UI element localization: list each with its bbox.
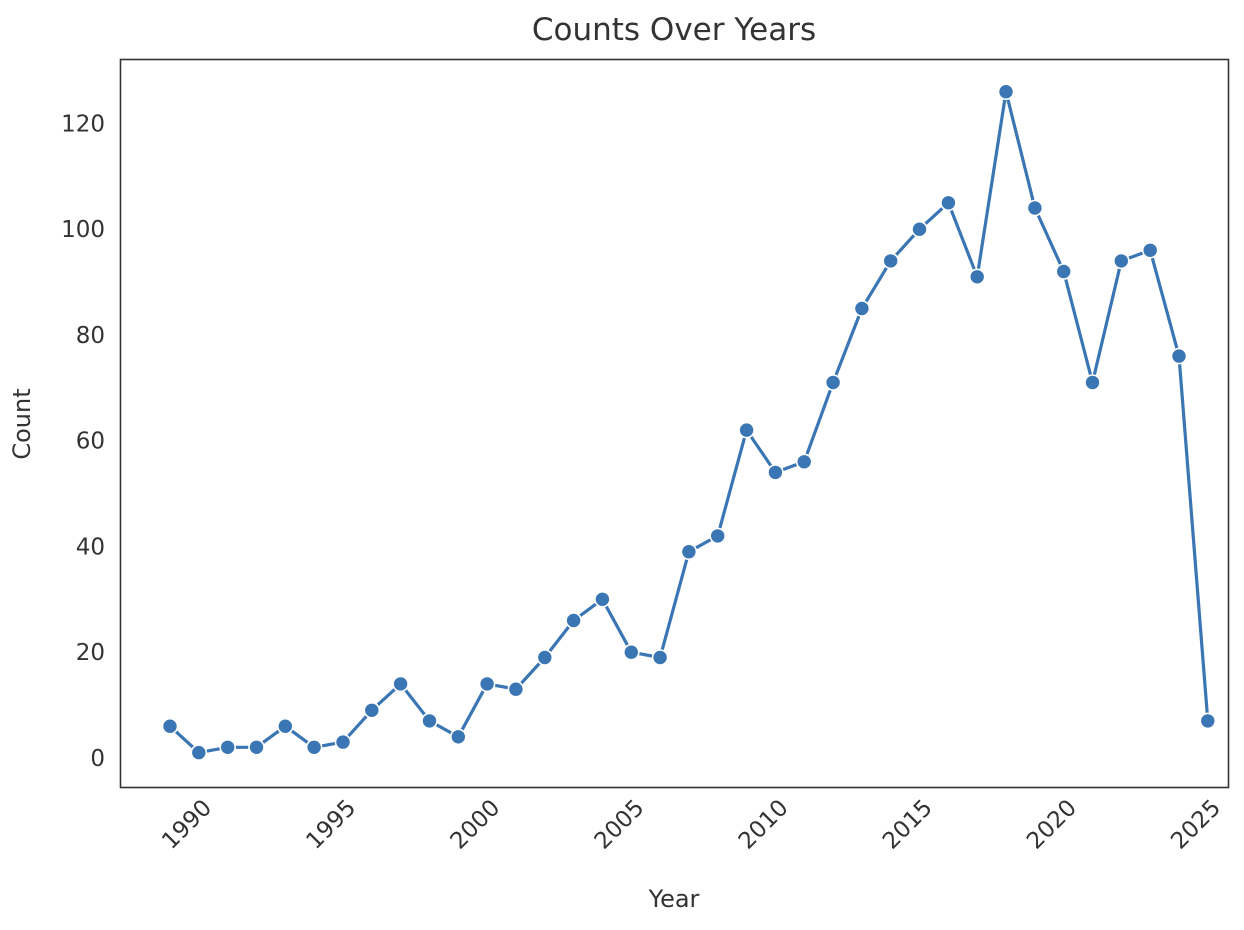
data-point bbox=[334, 733, 352, 751]
y-axis-label: Count bbox=[8, 388, 36, 459]
y-axis: 0 20 40 60 80 100 120 bbox=[61, 111, 105, 771]
data-point bbox=[767, 464, 784, 481]
x-tick-label: 2000 bbox=[446, 795, 506, 855]
data-point bbox=[1170, 347, 1188, 365]
data-point bbox=[622, 643, 640, 661]
y-tick-label: 120 bbox=[61, 111, 105, 137]
x-tick-label: 1990 bbox=[157, 795, 217, 855]
series-layer bbox=[161, 83, 1217, 761]
x-tick-label: 2010 bbox=[734, 795, 794, 855]
data-point bbox=[709, 527, 727, 545]
data-point bbox=[795, 453, 813, 471]
data-point bbox=[738, 421, 755, 439]
data-point bbox=[594, 590, 611, 608]
x-axis-label: Year bbox=[648, 885, 700, 913]
data-point bbox=[565, 612, 582, 629]
x-tick-label: 2015 bbox=[878, 795, 938, 855]
data-point bbox=[853, 300, 871, 317]
data-point bbox=[1026, 199, 1044, 217]
data-point bbox=[824, 374, 842, 391]
data-point bbox=[219, 738, 236, 756]
data-point bbox=[1199, 712, 1217, 730]
y-tick-label: 20 bbox=[76, 640, 105, 666]
data-point bbox=[882, 252, 900, 270]
data-point bbox=[940, 194, 957, 212]
y-tick-label: 40 bbox=[76, 534, 105, 560]
data-point bbox=[1141, 242, 1159, 259]
data-point bbox=[363, 701, 381, 719]
data-point bbox=[997, 83, 1015, 100]
plot-frame bbox=[119, 58, 1230, 789]
data-point bbox=[968, 268, 986, 286]
data-point bbox=[449, 728, 467, 746]
data-point bbox=[1055, 263, 1072, 280]
x-tick-label: 2025 bbox=[1166, 795, 1226, 855]
data-point bbox=[1084, 374, 1101, 391]
x-tick-label: 2005 bbox=[590, 795, 650, 855]
chart-title: Counts Over Years bbox=[532, 12, 816, 48]
data-point bbox=[1113, 252, 1130, 270]
data-point bbox=[248, 738, 265, 756]
data-point bbox=[507, 680, 525, 698]
data-point bbox=[651, 649, 669, 666]
data-point bbox=[276, 717, 294, 735]
data-point bbox=[478, 675, 496, 693]
series-line bbox=[168, 90, 1210, 755]
data-point bbox=[392, 675, 409, 693]
y-tick-label: 60 bbox=[76, 429, 105, 455]
y-tick-label: 0 bbox=[90, 746, 105, 772]
y-tick-label: 100 bbox=[61, 217, 105, 243]
data-point bbox=[536, 649, 554, 666]
x-tick-label: 1995 bbox=[301, 795, 361, 855]
data-point bbox=[305, 738, 323, 756]
x-tick-label: 2020 bbox=[1022, 795, 1082, 855]
data-point bbox=[911, 220, 928, 238]
data-point bbox=[161, 717, 179, 735]
data-point bbox=[421, 712, 438, 730]
y-tick-label: 80 bbox=[76, 323, 105, 349]
data-point bbox=[680, 543, 698, 561]
x-axis: 1990 1995 2000 2005 2010 2015 2020 2025 bbox=[157, 795, 1226, 855]
data-point bbox=[190, 744, 208, 761]
